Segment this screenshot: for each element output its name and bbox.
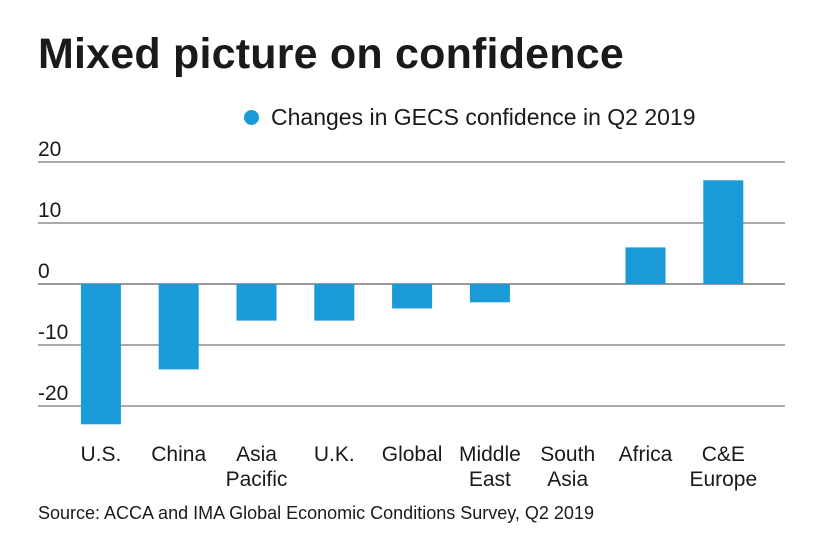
x-category-label: Europe — [689, 468, 757, 491]
y-tick-label: 20 — [38, 138, 61, 161]
x-category-label: U.S. — [80, 443, 121, 466]
x-category-label: Asia — [547, 468, 588, 491]
x-category-label: U.K. — [314, 443, 355, 466]
bar — [469, 284, 510, 303]
bar — [703, 180, 744, 284]
chart-title: Mixed picture on confidence — [38, 30, 624, 78]
y-tick-label: 10 — [38, 199, 61, 222]
legend-swatch — [244, 110, 259, 125]
y-tick-label: -20 — [38, 382, 68, 405]
x-category-label: Africa — [619, 443, 673, 466]
bar — [236, 284, 277, 321]
source-note: Source: ACCA and IMA Global Economic Con… — [38, 503, 594, 523]
x-category-label: Asia — [236, 443, 277, 466]
bar — [392, 284, 433, 309]
y-tick-label: -10 — [38, 321, 68, 344]
bar — [80, 284, 121, 425]
legend-label: Changes in GECS confidence in Q2 2019 — [271, 104, 696, 130]
x-category-label: East — [469, 468, 511, 491]
bar — [625, 247, 666, 284]
bar — [314, 284, 355, 321]
legend: Changes in GECS confidence in Q2 2019 — [244, 104, 696, 131]
y-tick-label: 0 — [38, 260, 50, 283]
x-category-label: Middle — [459, 443, 521, 466]
x-category-label: China — [151, 443, 206, 466]
x-category-label: C&E — [702, 443, 745, 466]
bar — [158, 284, 199, 370]
x-category-label: Pacific — [226, 468, 288, 491]
x-category-label: South — [540, 443, 595, 466]
x-category-label: Global — [382, 443, 443, 466]
